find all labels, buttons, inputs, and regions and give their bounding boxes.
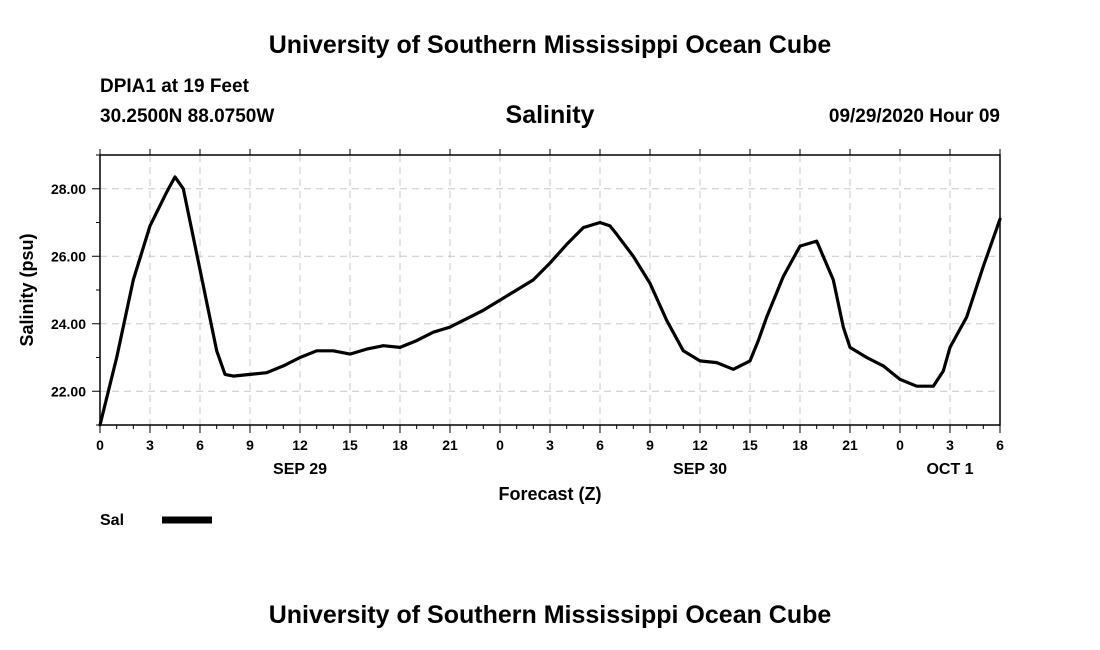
x-tick-label: 9 [646, 437, 654, 453]
y-tick-label: 22.00 [51, 383, 86, 399]
x-tick-label: 12 [692, 437, 708, 453]
coordinates-label: 30.2500N 88.0750W [100, 106, 275, 127]
x-axis-label: Forecast (Z) [498, 484, 601, 504]
y-axis-label: Salinity (psu) [17, 233, 37, 346]
station-label: DPIA1 at 19 Feet [100, 76, 249, 97]
x-tick-label: 12 [292, 437, 308, 453]
timestamp-label: 09/29/2020 Hour 09 [828, 106, 1000, 127]
x-tick-label: 15 [742, 437, 758, 453]
x-tick-label: 9 [246, 437, 254, 453]
x-tick-label: 6 [196, 437, 204, 453]
x-tick-label: 3 [546, 437, 554, 453]
x-tick-label: 0 [496, 437, 504, 453]
top-title: University of Southern Mississippi Ocean… [268, 31, 832, 59]
x-tick-label: 6 [596, 437, 604, 453]
x-tick-label: 21 [842, 437, 858, 453]
x-tick-label: 18 [392, 437, 408, 453]
date-label: SEP 30 [673, 461, 727, 478]
grid-lines [100, 155, 1000, 425]
y-tick-label: 26.00 [51, 248, 86, 264]
x-tick-label: 3 [146, 437, 154, 453]
x-tick-label: 3 [946, 437, 954, 453]
x-tick-label: 0 [96, 437, 104, 453]
plot-frame [99, 154, 1001, 426]
x-tick-label: 0 [896, 437, 904, 453]
x-tick-label: 18 [792, 437, 808, 453]
date-labels: SEP 29 SEP 30 OCT 1 [273, 461, 974, 478]
y-tick-label: 24.00 [51, 316, 86, 332]
bottom-title: University of Southern Mississippi Ocean… [268, 601, 832, 629]
date-label: OCT 1 [926, 461, 973, 478]
legend-label: Sal [100, 512, 124, 529]
x-tick-label: 15 [342, 437, 358, 453]
date-label: SEP 29 [273, 461, 327, 478]
x-tick-label: 21 [442, 437, 458, 453]
x-tick-label: 6 [996, 437, 1004, 453]
y-tick-label: 28.00 [51, 181, 86, 197]
x-tick-labels: 0 3 6 9 12 15 18 21 0 3 6 9 12 15 18 21 0 3 6 [96, 437, 1004, 453]
axis-ticks [92, 149, 1001, 433]
y-tick-labels: 22.00 24.00 26.00 28.00 [51, 181, 86, 400]
salinity-series-line [98, 175, 1002, 427]
chart-title: Salinity [505, 101, 595, 129]
